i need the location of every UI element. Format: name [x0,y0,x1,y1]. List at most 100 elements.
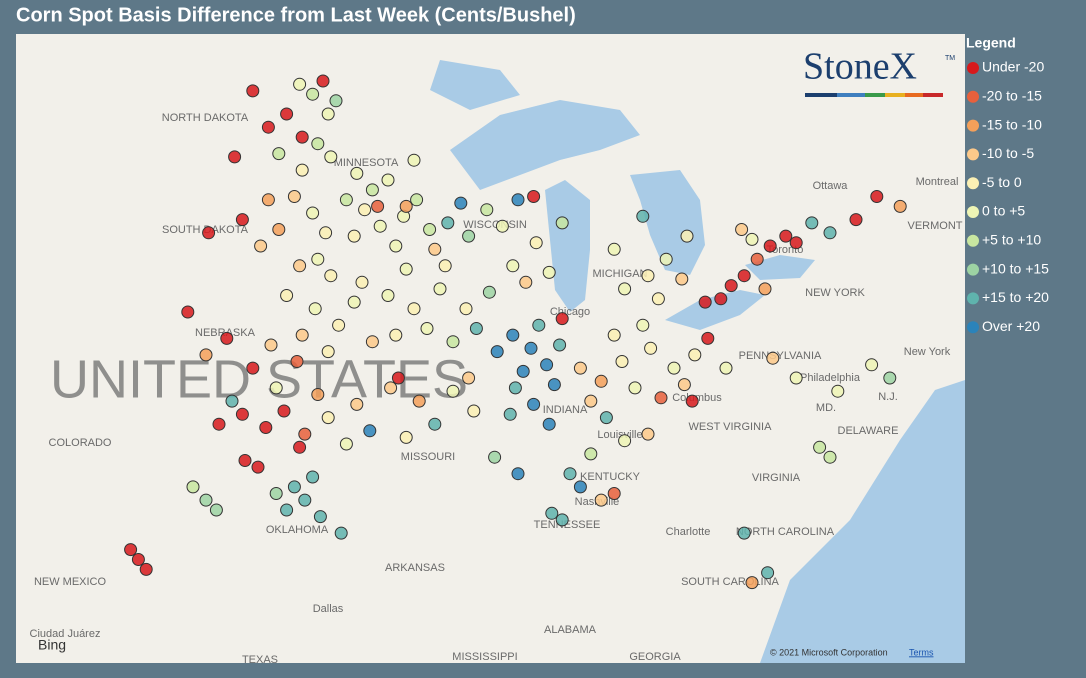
basis-point [555,216,569,230]
legend-label: Over +20 [982,318,1040,334]
basis-point [750,252,764,266]
place-label: TEXAS [242,654,278,666]
place-label: COLORADO [49,437,112,449]
basis-point [667,361,681,375]
basis-point [490,345,504,359]
basis-point [508,381,522,395]
basis-point [506,328,520,342]
basis-point [347,229,361,243]
basis-point [883,371,897,385]
basis-point [238,454,252,467]
basis-point [131,553,145,566]
legend-swatch [967,177,979,190]
basis-point [724,279,738,293]
basis-point [235,213,249,227]
basis-point [347,295,361,309]
lake-superior [450,100,640,190]
logo-stripe [805,93,837,97]
basis-point [423,223,437,236]
basis-point [446,335,460,349]
basis-point [381,173,395,187]
basis-point [607,487,621,500]
logo-stripe [837,93,865,97]
basis-point [761,566,775,580]
basis-point [254,239,268,253]
basis-point [313,510,327,524]
place-label: NEW YORK [805,287,865,299]
basis-point [542,265,556,279]
basis-point [677,378,691,392]
basis-point [805,216,819,230]
basis-point [311,252,325,266]
basis-point [399,430,413,444]
legend-swatch [967,263,979,276]
legend-swatch [967,206,979,218]
basis-point [459,302,473,316]
terms-link[interactable]: Terms [909,647,934,657]
basis-point [384,381,398,395]
basis-point [685,394,699,408]
logo-stripe [885,93,905,97]
basis-point [495,219,509,233]
place-label: GEORGIA [629,651,681,663]
basis-point [389,328,403,342]
water [430,60,965,663]
basis-point [644,341,658,355]
basis-point [488,450,502,464]
basis-point [893,199,907,213]
basis-point [714,292,728,306]
basis-point [186,480,200,494]
basis-point [410,193,424,207]
basis-point [870,190,884,203]
place-label: Philadelphia [800,372,861,384]
basis-point [547,378,561,392]
basis-point [373,219,387,233]
place-label: OKLAHOMA [266,524,329,536]
basis-point [524,341,538,355]
copyright: © 2021 Microsoft Corporation [770,647,888,657]
country-label: UNITED STATES [50,349,468,409]
basis-point [280,503,294,517]
place-label: WEST VIRGINIA [689,421,773,433]
legend-swatch [967,234,979,247]
place-label: PENNSYLVANIA [739,350,822,362]
basis-point [745,232,759,246]
basis-point [594,493,608,507]
basis-point [339,437,353,451]
basis-point [511,467,525,481]
basis-point [719,361,733,375]
basis-point [251,460,265,474]
basis-point [220,331,234,345]
place-label: NORTH CAROLINA [736,526,835,538]
basis-point [199,493,213,507]
basis-point [202,226,216,240]
basis-point [441,216,455,230]
basis-point [516,364,530,378]
place-label: KENTUCKY [580,471,641,483]
legend-label: -15 to -10 [982,116,1042,132]
basis-point [272,147,286,161]
basis-point [339,193,353,207]
basis-point [428,417,442,431]
basis-point [480,203,494,217]
basis-point [545,506,559,520]
basis-point [264,338,278,352]
place-label: N.J. [878,391,898,403]
basis-point [350,166,364,180]
place-label: ALABAMA [544,624,597,636]
basis-point [433,282,447,296]
place-label: VIRGINIA [752,472,801,484]
basis-point [618,434,632,448]
basis-point [469,322,483,335]
basis-point [641,427,655,441]
basis-point [766,351,780,365]
basis-point [321,345,335,359]
basis-point [675,272,689,286]
basis-point [334,526,348,540]
basis-point [277,404,291,418]
lake-huron [630,170,705,275]
basis-point [542,417,556,431]
basis-point [849,213,863,227]
basis-point [607,328,621,342]
